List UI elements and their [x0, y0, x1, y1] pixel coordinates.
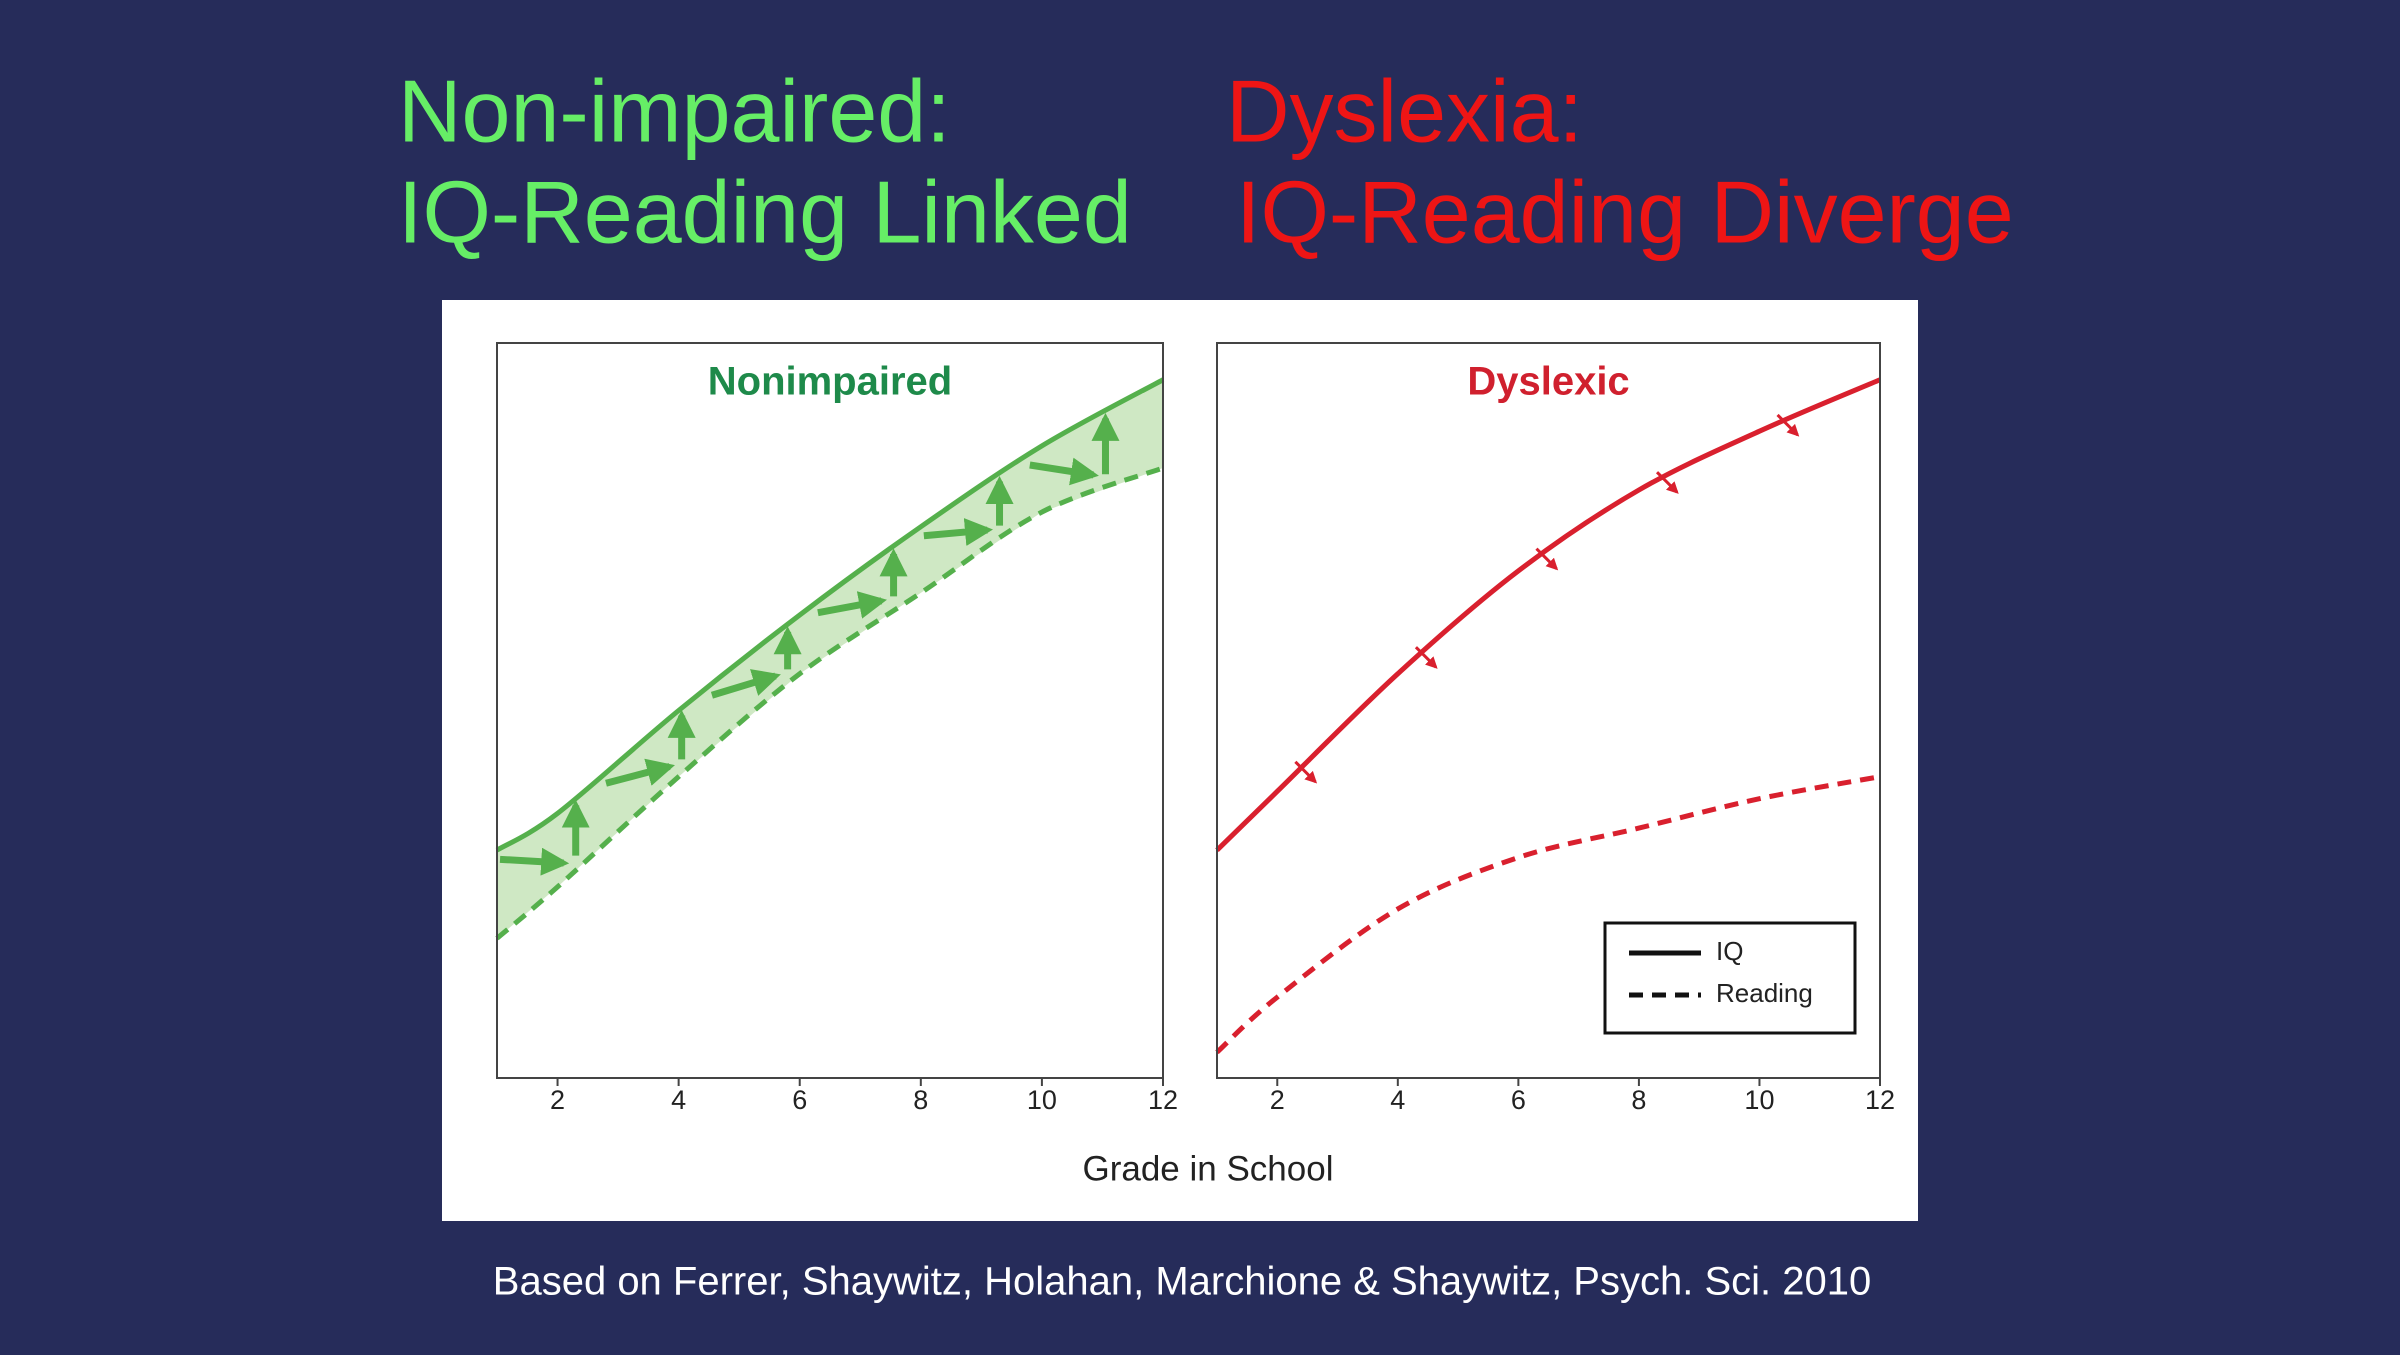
arrow [1294, 760, 1318, 784]
headline: Dyslexia: [1226, 61, 1583, 160]
arrow [499, 847, 570, 876]
x-axis-label: Grade in School [1083, 1149, 1334, 1188]
x-tick-label: 10 [1744, 1085, 1774, 1115]
arrow [1776, 413, 1800, 437]
arrow [923, 518, 993, 547]
x-tick-label: 12 [1865, 1085, 1895, 1115]
x-tick-label: 6 [1511, 1085, 1526, 1115]
arrow [1414, 646, 1438, 669]
arrow [605, 758, 675, 787]
x-tick-label: 6 [792, 1085, 807, 1115]
plot-frame [1216, 342, 1881, 1079]
x-tick-label: 2 [1270, 1085, 1285, 1115]
caption: Based on Ferrer, Shaywitz, Holahan, Marc… [493, 1260, 1871, 1304]
arrow [1029, 457, 1099, 486]
x-tick-label: 10 [1027, 1085, 1057, 1115]
x-tick-label: 8 [1631, 1085, 1646, 1115]
arrow [710, 669, 781, 699]
x-tick-label: 4 [671, 1085, 686, 1115]
charts: Nonimpaired 2 4 6 8 10 12 Dyslexic 2 4 6 8 10 12 IQ Rea… [495, 342, 1895, 1115]
legend-label: Reading [1716, 978, 1813, 1008]
x-tick-label: 2 [550, 1085, 565, 1115]
headline: IQ-Reading Diverge [1236, 162, 2014, 261]
arrow [1535, 547, 1559, 571]
x-tick-label: 8 [913, 1085, 928, 1115]
headline: Non-impaired: [398, 61, 951, 160]
x-tick-label: 12 [1148, 1085, 1178, 1115]
plot-frame [496, 342, 1164, 1079]
chart-title: Dyslexic [1467, 360, 1629, 404]
chart-title: Nonimpaired [708, 360, 952, 404]
arrow [1655, 471, 1679, 494]
data-line [1215, 774, 1881, 1055]
x-tick-label: 4 [1390, 1085, 1405, 1115]
headline: IQ-Reading Linked [398, 162, 1132, 261]
legend-box [1603, 921, 1857, 1035]
data-line [1215, 377, 1881, 852]
data-line [495, 465, 1164, 941]
legend-label: IQ [1716, 936, 1743, 966]
arrow [817, 591, 887, 619]
